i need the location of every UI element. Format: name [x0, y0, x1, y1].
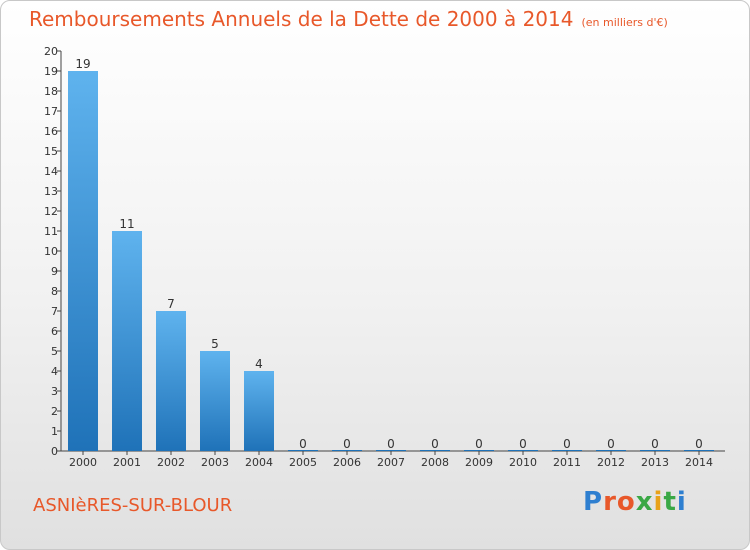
x-tick-label: 2008 [421, 456, 449, 469]
proxiti-logo: Proxiti [583, 487, 687, 517]
bar-2004 [244, 371, 274, 451]
bar-value-label: 5 [211, 337, 219, 351]
y-tick-label: 12 [44, 205, 58, 218]
y-tick-label: 11 [44, 225, 58, 238]
y-tick-label: 13 [44, 185, 58, 198]
x-tick-label: 2013 [641, 456, 669, 469]
chart-title: Remboursements Annuels de la Dette de 20… [29, 7, 668, 31]
y-tick-label: 19 [44, 65, 58, 78]
bar-2003 [200, 351, 230, 451]
x-tick-label: 2007 [377, 456, 405, 469]
bar-value-label: 0 [651, 437, 659, 451]
y-tick-label: 3 [51, 385, 58, 398]
bar-2001 [112, 231, 142, 451]
x-tick-label: 2005 [289, 456, 317, 469]
logo-letter: i [653, 487, 664, 517]
bar-value-label: 0 [607, 437, 615, 451]
bar-2012 [596, 450, 626, 451]
bar-2013 [640, 450, 670, 451]
x-tick-label: 2006 [333, 456, 361, 469]
x-tick-label: 2000 [69, 456, 97, 469]
bar-value-label: 11 [119, 217, 134, 231]
bar-2000 [68, 71, 98, 451]
bar-value-label: 0 [431, 437, 439, 451]
bar-value-label: 0 [343, 437, 351, 451]
x-tick-label: 2002 [157, 456, 185, 469]
x-tick-label: 2010 [509, 456, 537, 469]
bar-value-label: 0 [695, 437, 703, 451]
bar-2008 [420, 450, 450, 451]
logo-letter: o [616, 487, 636, 517]
y-tick-label: 20 [44, 45, 58, 58]
bar-value-label: 0 [387, 437, 395, 451]
y-tick-label: 7 [51, 305, 58, 318]
bar-2002 [156, 311, 186, 451]
y-tick-label: 5 [51, 345, 58, 358]
bar-labels: 19 11 7 5 4 0 0 0 0 0 0 0 0 0 0 [75, 57, 702, 451]
y-tick-label: 9 [51, 265, 58, 278]
x-tick-label: 2014 [685, 456, 713, 469]
x-tick-label: 2001 [113, 456, 141, 469]
bar-value-label: 0 [519, 437, 527, 451]
y-tick-label: 0 [51, 445, 58, 458]
y-tick-label: 14 [44, 165, 58, 178]
bars [68, 71, 714, 451]
logo-letter: i [676, 487, 687, 517]
bar-value-label: 4 [255, 357, 263, 371]
bar-value-label: 0 [563, 437, 571, 451]
y-tick-label: 8 [51, 285, 58, 298]
y-tick-label: 15 [44, 145, 58, 158]
x-tick-label: 2003 [201, 456, 229, 469]
city-name: ASNIèRES-SUR-BLOUR [33, 495, 233, 516]
logo-letter: P [583, 487, 604, 517]
chart-subtitle: (en milliers d'€) [581, 16, 668, 29]
bar-value-label: 7 [167, 297, 175, 311]
x-tick-label: 2011 [553, 456, 581, 469]
y-tick-label: 18 [44, 85, 58, 98]
bar-value-label: 19 [75, 57, 90, 71]
logo-letter: x [635, 487, 654, 517]
y-tick-label: 17 [44, 105, 58, 118]
x-tick-label: 2012 [597, 456, 625, 469]
x-tick-label: 2009 [465, 456, 493, 469]
bar-2005 [288, 450, 318, 451]
y-tick-label: 6 [51, 325, 58, 338]
y-tick-label: 4 [51, 365, 58, 378]
bar-2010 [508, 450, 538, 451]
y-tick-label: 16 [44, 125, 58, 138]
chart-title-text: Remboursements Annuels de la Dette de 20… [29, 7, 574, 31]
bar-2006 [332, 450, 362, 451]
bar-value-label: 0 [299, 437, 307, 451]
bar-value-label: 0 [475, 437, 483, 451]
x-axis: 2000 2001 2002 2003 2004 2005 2006 2007 2008 2009… [61, 450, 725, 469]
y-tick-label: 10 [44, 245, 58, 258]
bar-2011 [552, 450, 582, 451]
logo-letter: t [663, 487, 677, 517]
x-tick-label: 2004 [245, 456, 273, 469]
y-tick-label: 2 [51, 405, 58, 418]
bar-2014 [684, 450, 714, 451]
y-tick-label: 1 [51, 425, 58, 438]
bar-2007 [376, 450, 406, 451]
bar-2009 [464, 450, 494, 451]
logo-letter: r [603, 487, 617, 517]
